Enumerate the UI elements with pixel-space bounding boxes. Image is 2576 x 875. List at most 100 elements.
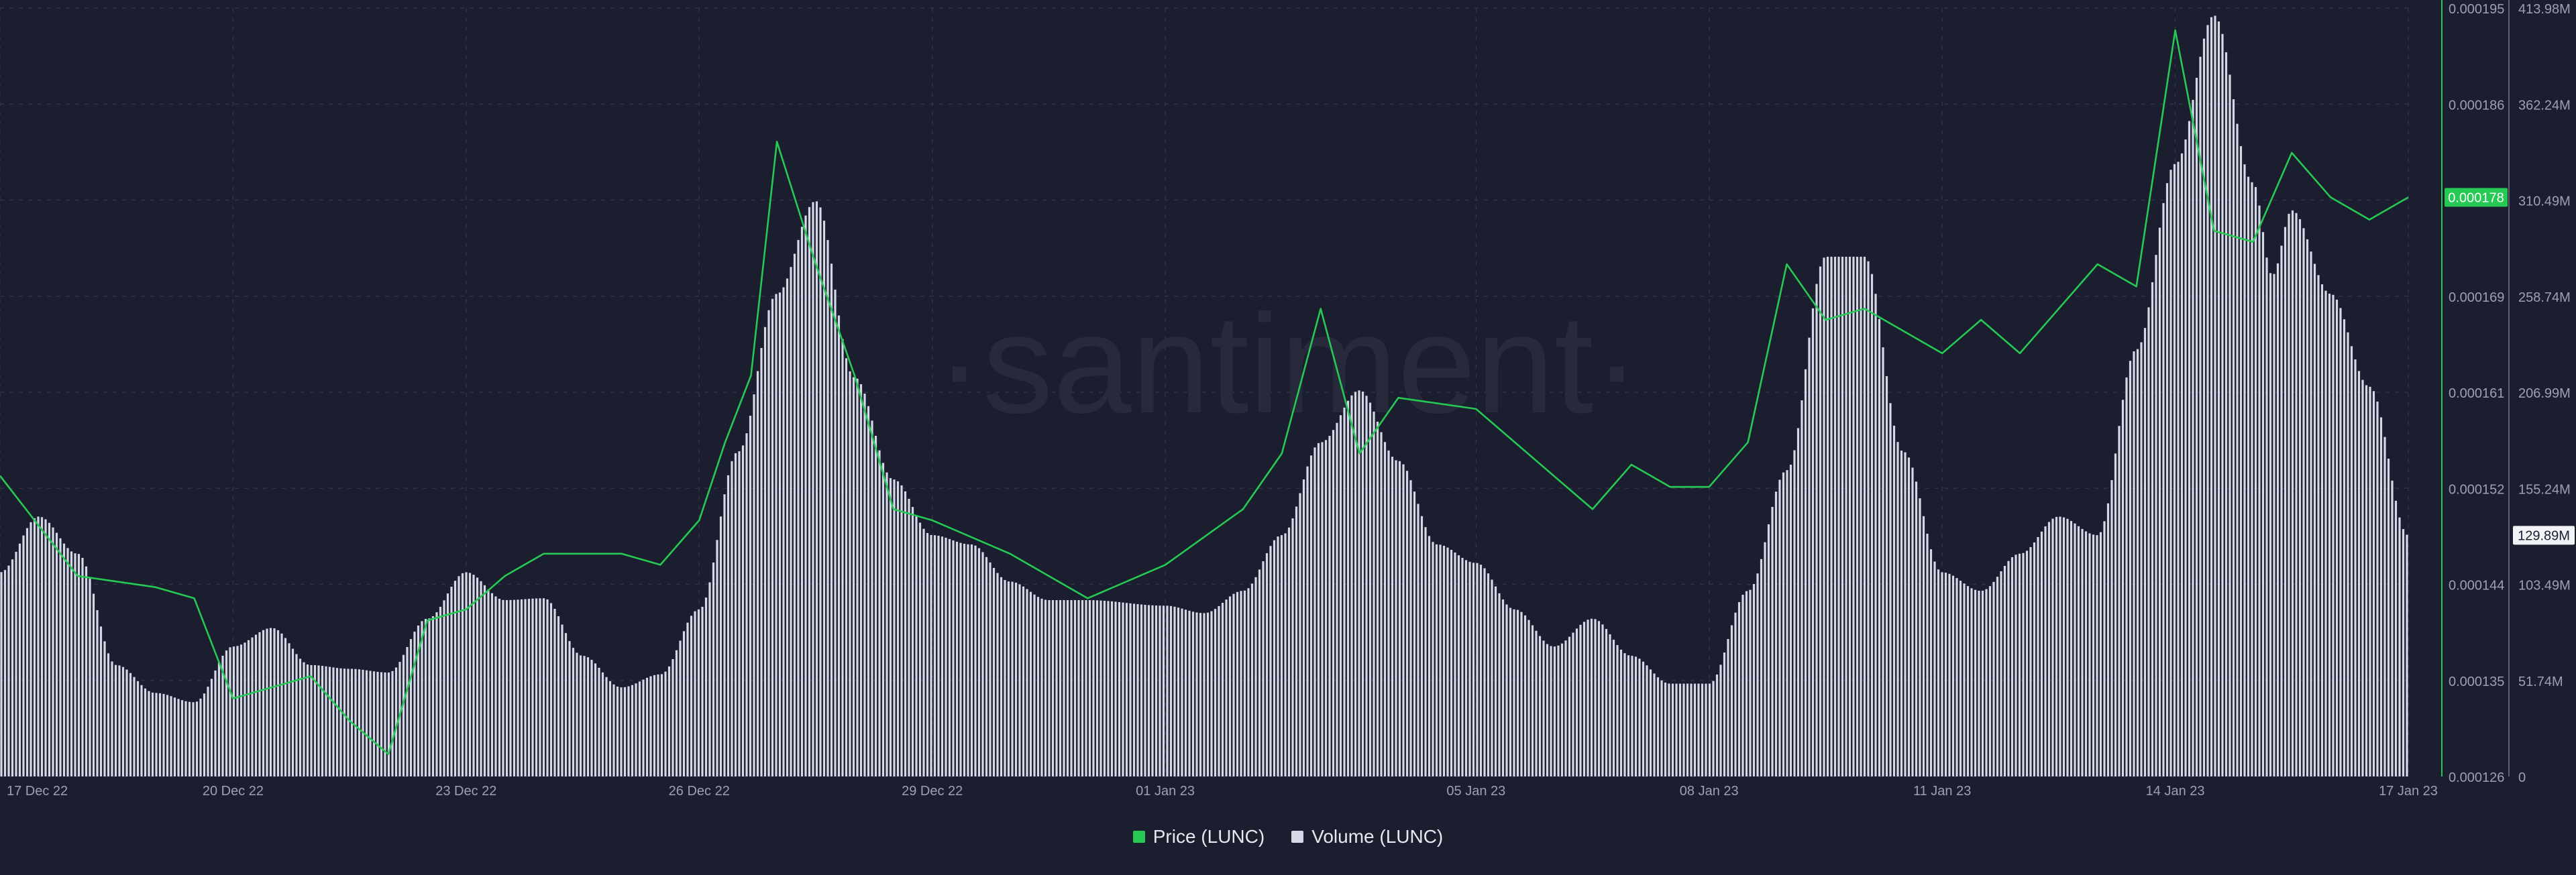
volume-bar <box>1970 588 1973 776</box>
volume-bar <box>1697 683 1700 776</box>
volume-bar <box>826 239 829 777</box>
volume-bar <box>922 528 925 776</box>
volume-bar <box>830 264 833 776</box>
volume-bar <box>450 587 453 776</box>
price-tick-label: 0.000169 <box>2449 290 2504 305</box>
volume-bar <box>741 445 745 776</box>
volume-bar <box>1159 605 1161 776</box>
volume-bar <box>1376 421 1379 776</box>
volume-bar <box>114 664 117 776</box>
volume-bar <box>738 451 741 776</box>
volume-bar <box>1195 612 1198 776</box>
volume-bar <box>527 599 531 776</box>
axes: 0.000126 0.000135 0.000144 0.000152 0.000161… <box>7 0 2575 799</box>
volume-bar <box>2121 400 2125 776</box>
volume-bar <box>199 698 202 776</box>
volume-bar <box>1631 656 1633 776</box>
volume-bar <box>701 606 704 776</box>
volume-bar <box>1313 447 1316 776</box>
volume-bar <box>1358 390 1360 776</box>
volume-bar <box>1948 573 1951 776</box>
volume-bar <box>631 685 634 776</box>
volume-bar <box>948 538 951 776</box>
volume-bar <box>753 394 755 776</box>
volume-bar <box>2118 426 2121 776</box>
volume-bar <box>125 669 128 776</box>
volume-bar <box>184 701 187 776</box>
volume-bar <box>557 616 560 776</box>
volume-bar <box>1789 465 1792 776</box>
volume-bar <box>394 667 398 776</box>
volume-bar <box>2000 571 2002 776</box>
volume-bar <box>376 671 379 776</box>
legend-item-volume[interactable]: Volume (LUNC) <box>1291 826 1443 848</box>
volume-bar <box>1527 620 1530 776</box>
volume-bar <box>1088 600 1091 776</box>
volume-bar <box>1922 516 1925 776</box>
volume-bar <box>2199 56 2202 777</box>
volume-bar <box>1978 590 1980 776</box>
volume-bar <box>1033 594 1036 776</box>
volume-bar <box>1110 601 1114 776</box>
volume-bar <box>908 498 910 776</box>
volume-bar <box>867 406 870 776</box>
volume-tick-label: 103.49M <box>2518 579 2571 593</box>
volume-bar <box>22 535 25 776</box>
legend-volume-label: Volume (LUNC) <box>1311 826 1444 847</box>
x-tick-label: 17 Dec 22 <box>7 784 68 799</box>
volume-bar <box>2221 34 2224 776</box>
volume-bar <box>1354 392 1357 776</box>
volume-bar <box>863 394 866 776</box>
volume-bar <box>2188 121 2191 776</box>
volume-bar <box>347 668 350 776</box>
volume-bar <box>1501 599 1505 776</box>
volume-bar <box>778 292 782 777</box>
volume-bar <box>2406 534 2408 776</box>
volume-bar <box>605 677 608 776</box>
volume-bar <box>679 640 682 776</box>
volume-bar <box>945 537 947 776</box>
volume-bar <box>1911 467 1914 776</box>
volume-bar <box>1741 595 1744 776</box>
volume-bar <box>2143 328 2147 776</box>
volume-bar <box>1601 624 1604 776</box>
volume-bar <box>2015 555 2017 776</box>
volume-bar <box>2206 25 2209 776</box>
volume-bar <box>716 540 718 776</box>
volume-bar <box>760 347 763 776</box>
volume-bar <box>1048 600 1051 776</box>
volume-bar <box>797 239 800 776</box>
volume-bar <box>1579 624 1582 776</box>
volume-bar <box>1321 442 1324 776</box>
volume-bar <box>1498 593 1501 776</box>
volume-bar <box>1361 392 1364 776</box>
volume-bar <box>1616 645 1619 776</box>
volume-bar <box>704 597 708 776</box>
volume-bar <box>1181 608 1183 776</box>
price-tick-label: 0.000152 <box>2449 482 2504 497</box>
volume-bar <box>498 598 501 776</box>
volume-bar <box>2224 52 2228 776</box>
volume-bar <box>1963 583 1966 776</box>
volume-bar <box>694 611 696 776</box>
volume-bar <box>1907 457 1911 776</box>
volume-bar <box>1900 450 1903 776</box>
volume-bar <box>1734 612 1737 776</box>
volume-bar <box>195 701 199 776</box>
volume-tick-label: 206.99M <box>2518 386 2571 401</box>
volume-bar <box>1073 600 1077 776</box>
volume-bar <box>856 378 859 776</box>
volume-bar <box>417 625 420 776</box>
volume-bar <box>299 658 302 776</box>
volume-bar <box>1280 535 1283 776</box>
volume-bar <box>99 626 103 776</box>
volume-bar <box>1764 542 1766 776</box>
legend-item-price[interactable]: Price (LUNC) <box>1132 826 1265 848</box>
volume-bar <box>2162 202 2165 777</box>
volume-bar <box>1708 683 1711 776</box>
volume-bar <box>1026 589 1028 776</box>
volume-bar <box>1077 600 1080 776</box>
volume-bar <box>2044 526 2047 776</box>
volume-bar <box>158 693 162 776</box>
volume-bar <box>1402 464 1405 776</box>
